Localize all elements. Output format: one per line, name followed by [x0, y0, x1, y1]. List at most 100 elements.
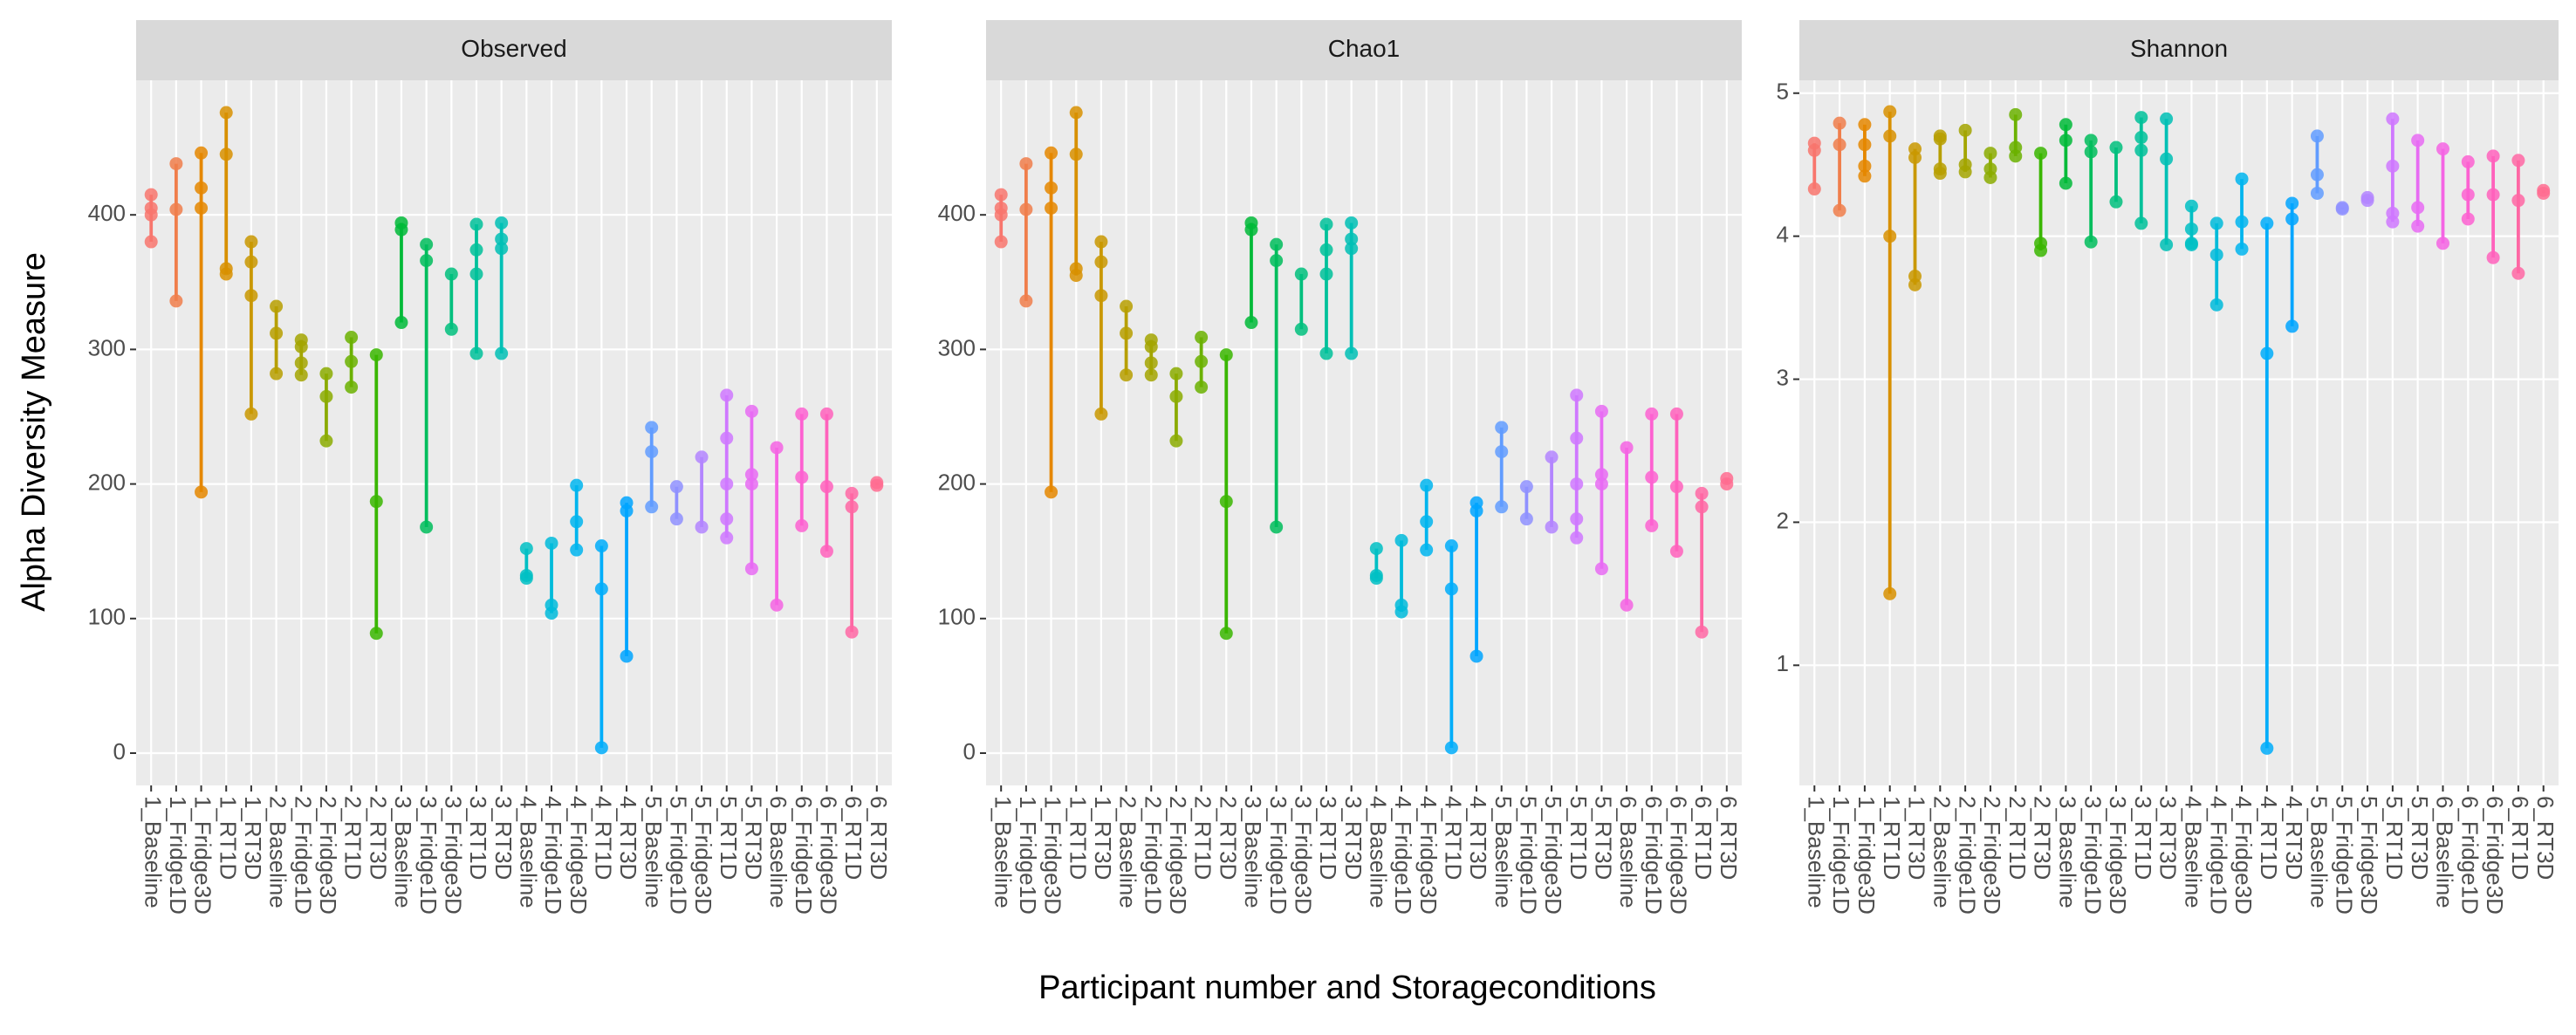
point [294, 368, 308, 382]
x-tick-label: 5_RT1D [1565, 796, 1592, 880]
point [819, 407, 833, 421]
point [195, 146, 209, 160]
x-tick-label: 4_Fridge1D [2205, 796, 2231, 915]
point [1144, 368, 1158, 382]
point [1858, 169, 1872, 183]
point [2285, 212, 2299, 226]
point [219, 267, 233, 281]
x-tick-label: 2_Baseline [1115, 796, 1141, 908]
point [1294, 322, 1308, 336]
x-tick-label: 2_RT1D [340, 796, 367, 880]
point [744, 562, 758, 576]
point [2134, 111, 2148, 125]
point [2160, 152, 2174, 166]
x-tick-label: 1_Baseline [140, 796, 166, 908]
x-tick-label: 4_Baseline [2181, 796, 2207, 908]
point [2260, 346, 2274, 360]
point [1883, 129, 1897, 143]
point [1094, 407, 1108, 421]
point [570, 515, 584, 529]
x-tick-label: 6_Fridge1D [2456, 796, 2483, 915]
y-tick-label: 1 [1777, 650, 1789, 676]
point [294, 339, 308, 353]
point [1495, 421, 1509, 435]
point [1908, 151, 1922, 165]
point [1094, 235, 1108, 249]
point [2411, 219, 2425, 233]
point [369, 495, 383, 509]
point [2160, 237, 2174, 251]
strip [986, 20, 1742, 80]
point [744, 477, 758, 491]
point [244, 289, 258, 303]
x-tick-label: 3_Fridge1D [1265, 796, 1291, 915]
x-tick-label: 3_Baseline [390, 796, 416, 908]
point [219, 106, 233, 120]
point [345, 380, 359, 394]
x-tick-label: 6_Fridge1D [791, 796, 817, 915]
point [1169, 389, 1183, 403]
point [2486, 250, 2500, 264]
x-tick-label: 2_RT1D [2004, 796, 2031, 880]
point [1958, 123, 1972, 137]
point [519, 542, 533, 556]
y-axis-title: Alpha Diversity Measure [16, 252, 52, 612]
point [2109, 195, 2123, 209]
point [2335, 202, 2349, 216]
x-tick-label: 3_Fridge3D [1290, 796, 1316, 915]
point [994, 188, 1008, 202]
point [1720, 477, 1734, 491]
point [1695, 625, 1709, 639]
point [1519, 512, 1533, 526]
point [420, 520, 434, 534]
x-tick-label: 5_RT1D [716, 796, 742, 880]
x-tick-label: 1_Fridge3D [1853, 796, 1880, 915]
point [1908, 278, 1922, 291]
point [1144, 356, 1158, 370]
point [1420, 515, 1434, 529]
point [270, 326, 284, 340]
point [1594, 404, 1608, 418]
point [1244, 223, 1258, 236]
point [845, 625, 859, 639]
point [1594, 562, 1608, 576]
point [2310, 186, 2324, 200]
point [845, 486, 859, 500]
x-tick-label: 3_Baseline [1240, 796, 1266, 908]
x-tick-label: 5_Fridge3D [2356, 796, 2382, 915]
point [669, 480, 683, 494]
x-tick-label: 5_Baseline [1490, 796, 1517, 908]
point [319, 434, 333, 448]
y-tick-label: 5 [1777, 79, 1789, 105]
point [2034, 147, 2048, 161]
strip [1799, 20, 2559, 80]
point [2034, 243, 2048, 257]
point [594, 582, 608, 596]
point [1833, 116, 1846, 130]
point [195, 201, 209, 215]
point [1807, 143, 1821, 157]
point [1069, 106, 1083, 120]
panel-background [1799, 80, 2559, 785]
x-tick-label: 4_Baseline [1365, 796, 1391, 908]
x-tick-label: 3_RT3D [1340, 796, 1367, 880]
point [2084, 235, 2098, 249]
x-tick-label: 2_Fridge1D [1954, 796, 1980, 915]
point [2511, 194, 2525, 208]
point [1219, 627, 1233, 641]
y-tick-label: 0 [963, 738, 976, 764]
x-tick-label: 1_RT3D [1904, 796, 1930, 880]
point [720, 431, 734, 445]
x-axis-title: Participant number and Storageconditions [1038, 970, 1656, 1006]
x-tick-label: 2_Fridge1D [290, 796, 316, 915]
point [244, 235, 258, 249]
point [1933, 167, 1947, 181]
x-tick-label: 6_Fridge3D [2482, 796, 2508, 915]
point [2009, 107, 2023, 121]
point [2059, 118, 2072, 132]
x-tick-label: 3_RT3D [2155, 796, 2182, 880]
point [1983, 147, 1997, 161]
y-tick-label: 0 [113, 738, 126, 764]
point [1858, 159, 1872, 173]
point [1958, 165, 1972, 179]
